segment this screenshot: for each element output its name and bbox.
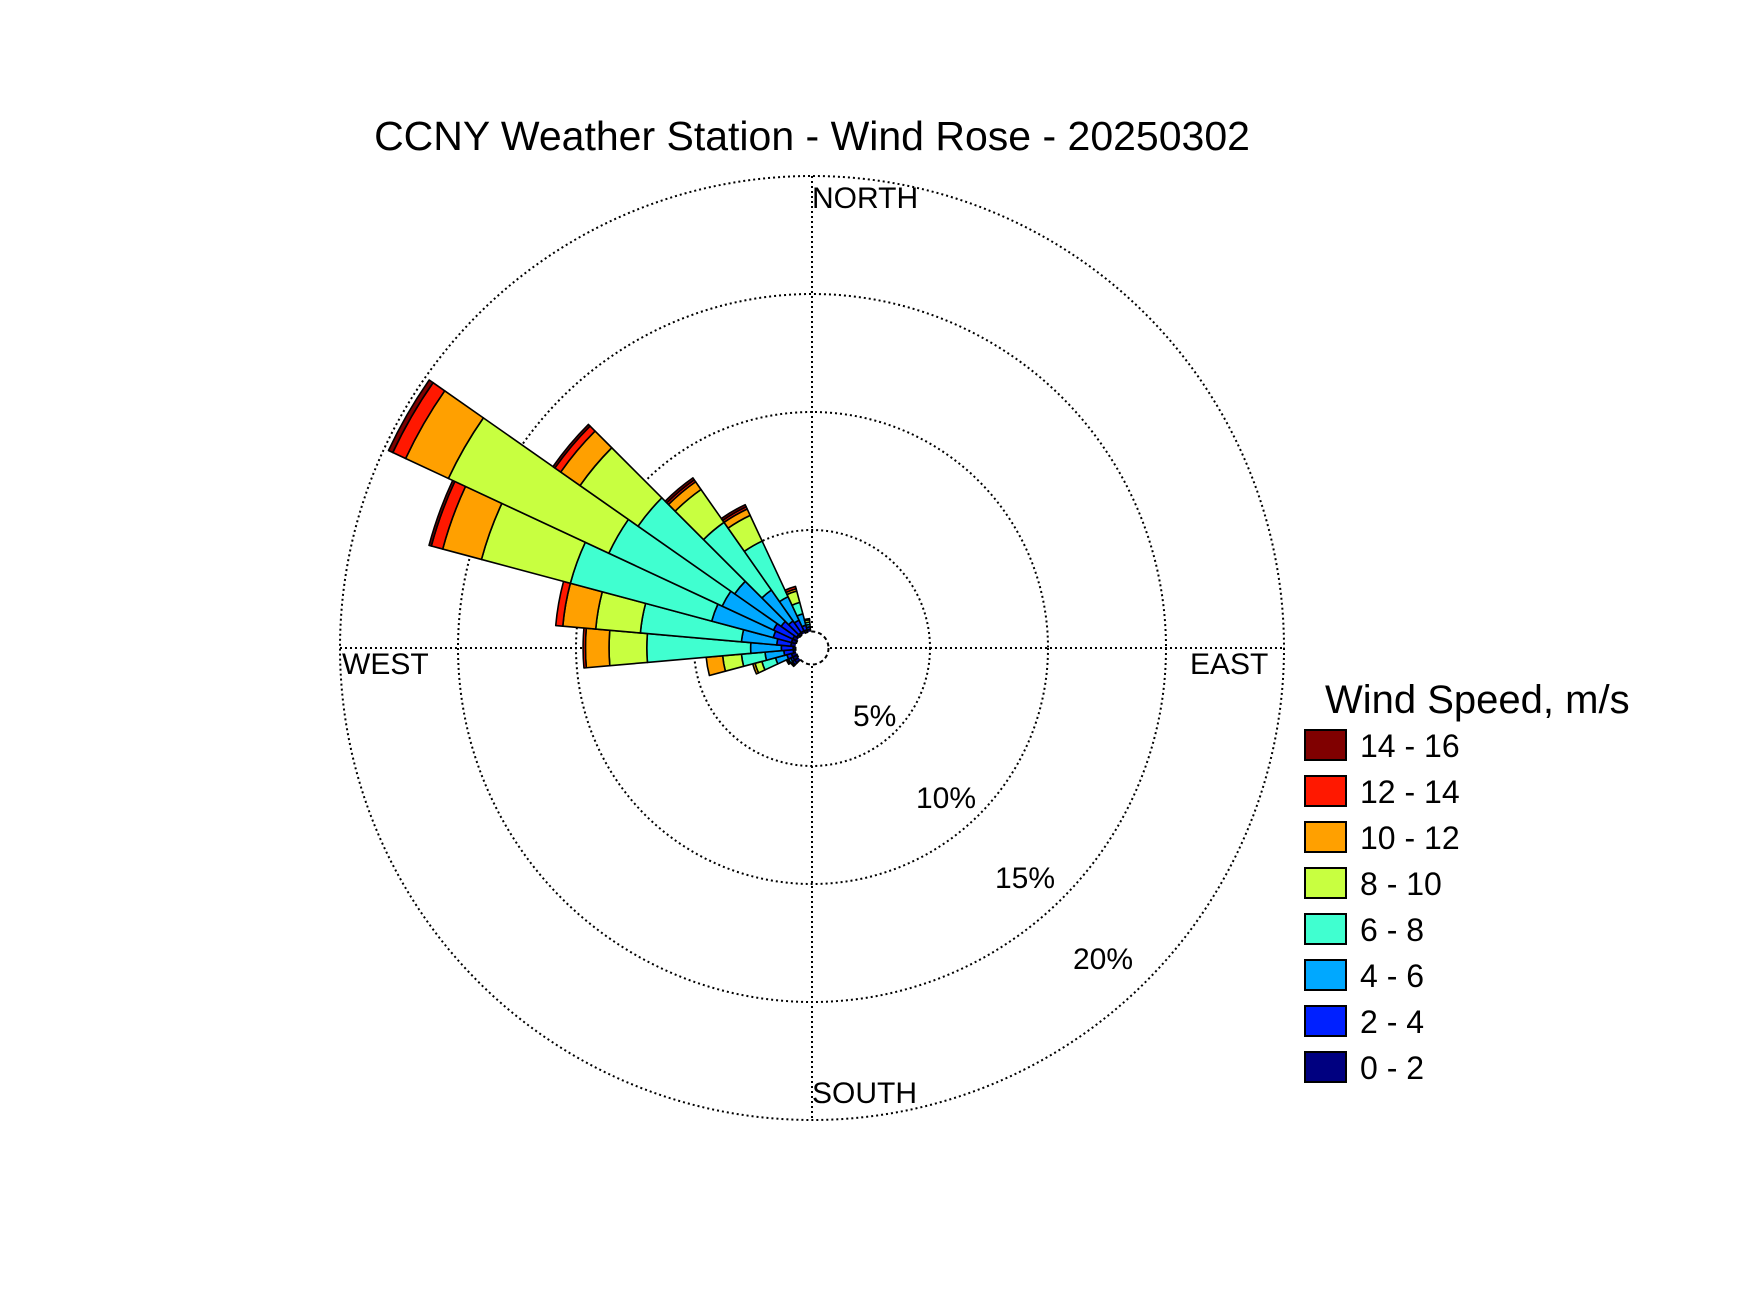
ring-label-20: 20% — [1073, 943, 1133, 976]
legend-swatch — [1304, 775, 1347, 807]
wedge-330-bin-7 — [720, 503, 747, 522]
legend-swatch — [1304, 1051, 1347, 1083]
wedge-310-bin-7 — [552, 423, 591, 469]
legend: Wind Speed, m/s 14 - 16 12 - 14 10 - 12 8 -… — [1304, 678, 1630, 1086]
ring-label-10: 10% — [916, 782, 976, 815]
legend-item: 4 - 6 — [1304, 958, 1424, 994]
legend-label: 8 - 10 — [1360, 866, 1442, 902]
legend-swatch — [1304, 867, 1347, 899]
wedge-320-bin-7 — [664, 477, 696, 504]
legend-item: 14 - 16 — [1304, 728, 1460, 764]
center-hole — [794, 630, 830, 666]
legend-label: 2 - 4 — [1360, 1004, 1424, 1040]
direction-label-north: NORTH — [812, 182, 918, 215]
direction-label-east: EAST — [1190, 648, 1268, 681]
calm-circle — [794, 630, 830, 666]
wedge-340-bin-6 — [784, 585, 797, 594]
legend-label: 4 - 6 — [1360, 958, 1424, 994]
legend-label: 10 - 12 — [1360, 820, 1460, 856]
sector-290 — [428, 479, 813, 649]
legend-swatch — [1304, 821, 1347, 853]
wind-sectors — [387, 379, 813, 677]
wedge-270-bin-6 — [582, 627, 588, 669]
wedge-260-bin-4 — [721, 653, 745, 673]
ring-label-5: 5% — [853, 700, 896, 733]
direction-label-west: WEST — [342, 648, 429, 681]
legend-item: 12 - 14 — [1304, 774, 1460, 810]
ring-label-15: 15% — [995, 862, 1055, 895]
wedge-270-bin-4 — [608, 629, 649, 667]
wedge-260-bin-5 — [705, 655, 727, 677]
wedge-300-bin-7 — [387, 379, 434, 454]
legend-swatch — [1304, 959, 1347, 991]
chart-title: CCNY Weather Station - Wind Rose - 20250… — [374, 113, 1250, 159]
legend-label: 14 - 16 — [1360, 728, 1460, 764]
sector-330 — [720, 503, 813, 649]
legend-swatch — [1304, 729, 1347, 761]
sector-280 — [554, 580, 813, 649]
legend-item: 2 - 4 — [1304, 1004, 1424, 1040]
direction-label-south: SOUTH — [812, 1077, 917, 1110]
wedge-270-bin-5 — [584, 627, 611, 669]
sector-310 — [552, 423, 813, 649]
legend-item: 10 - 12 — [1304, 820, 1460, 856]
legend-swatch — [1304, 1005, 1347, 1037]
grid-ring-20 — [339, 175, 1285, 1121]
legend-label: 6 - 8 — [1360, 912, 1424, 948]
legend-label: 0 - 2 — [1360, 1050, 1424, 1086]
sector-300 — [387, 379, 813, 649]
sector-320 — [664, 477, 813, 649]
legend-title: Wind Speed, m/s — [1325, 678, 1630, 722]
legend-label: 12 - 14 — [1360, 774, 1460, 810]
legend-item: 0 - 2 — [1304, 1050, 1424, 1086]
legend-swatch — [1304, 913, 1347, 945]
wedge-350-bin-5 — [803, 617, 811, 622]
legend-item: 8 - 10 — [1304, 866, 1442, 902]
legend-item: 6 - 8 — [1304, 912, 1424, 948]
legend-items: 14 - 16 12 - 14 10 - 12 8 - 10 6 - 8 4 - 6 2 -… — [1304, 728, 1460, 1086]
